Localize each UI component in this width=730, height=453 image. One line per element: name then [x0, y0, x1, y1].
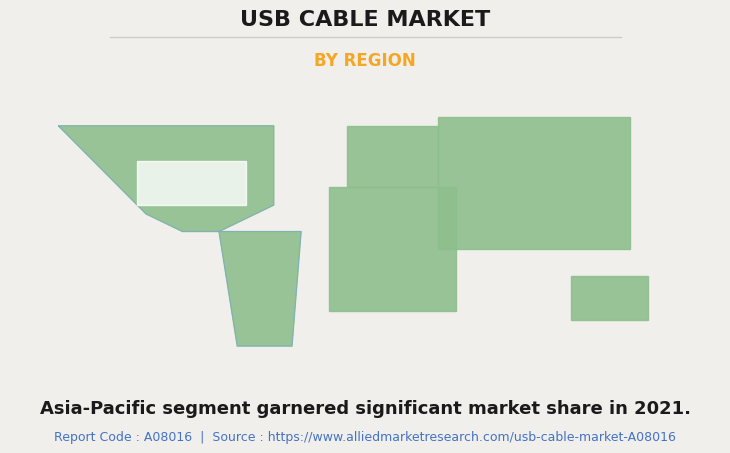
Polygon shape	[137, 161, 247, 205]
Text: BY REGION: BY REGION	[314, 52, 416, 70]
Text: Report Code : A08016  |  Source : https://www.alliedmarketresearch.com/usb-cable: Report Code : A08016 | Source : https://…	[54, 431, 676, 443]
Polygon shape	[572, 275, 648, 320]
Polygon shape	[219, 231, 301, 346]
Polygon shape	[58, 126, 274, 231]
Text: Asia-Pacific segment garnered significant market share in 2021.: Asia-Pacific segment garnered significan…	[39, 400, 691, 418]
Text: USB CABLE MARKET: USB CABLE MARKET	[240, 10, 490, 30]
Polygon shape	[347, 126, 438, 188]
Polygon shape	[438, 117, 629, 249]
Polygon shape	[328, 188, 456, 311]
